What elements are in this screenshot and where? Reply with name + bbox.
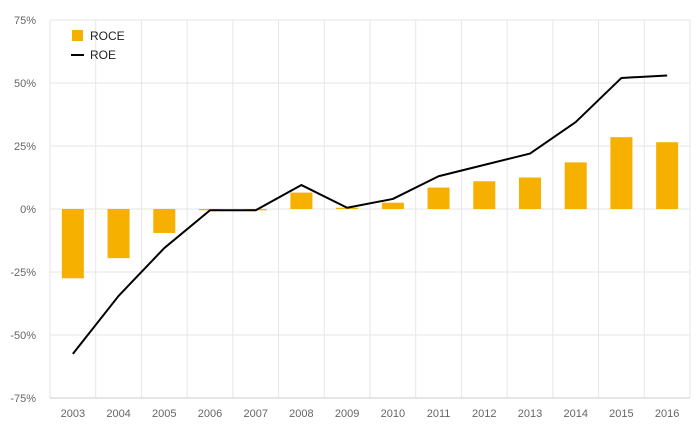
x-tick-label: 2013: [518, 408, 542, 420]
roce-bar: [610, 137, 633, 209]
x-tick-label: 2007: [243, 408, 267, 420]
roce-bar: [427, 187, 450, 209]
x-tick-label: 2016: [655, 408, 679, 420]
x-tick-label: 2011: [427, 408, 451, 420]
y-tick-label: -50%: [10, 330, 36, 342]
grid: [49, 19, 691, 399]
roce-bar: [61, 209, 84, 279]
x-tick-label: 2012: [472, 408, 496, 420]
y-tick-label: -25%: [10, 267, 36, 279]
legend-roce-swatch: [72, 30, 83, 41]
roce-bars: [61, 137, 679, 279]
y-tick-label: 50%: [14, 78, 36, 90]
x-tick-label: 2015: [609, 408, 633, 420]
legend-roe-label: ROE: [90, 48, 116, 62]
x-tick-label: 2010: [381, 408, 405, 420]
roe-line-group: [72, 74, 668, 355]
roe-line: [72, 74, 668, 355]
legend-roce-label: ROCE: [90, 29, 125, 43]
y-tick-label: -75%: [10, 393, 36, 405]
roce-bar: [519, 177, 541, 209]
y-tick-label: 75%: [14, 15, 36, 27]
roce-bar: [290, 192, 313, 209]
x-tick-label: 2009: [335, 408, 359, 420]
roce-bar: [153, 209, 176, 233]
x-tick-label: 2008: [289, 408, 313, 420]
y-tick-label: 0%: [20, 204, 36, 216]
roce-bar: [107, 209, 130, 259]
x-tick-label: 2006: [198, 408, 222, 420]
x-tick-label: 2004: [106, 408, 130, 420]
roce-bar: [564, 162, 587, 209]
x-tick-label: 2005: [152, 408, 176, 420]
roce-bar: [473, 181, 496, 209]
x-tick-label: 2003: [61, 408, 85, 420]
legend: ROCE ROE: [71, 29, 125, 62]
x-tick-label: 2014: [563, 408, 587, 420]
roce-bar: [381, 202, 404, 209]
roce-bar: [656, 142, 679, 209]
axes: 75% 50% 25% 0% -25% -50% -75% 2003 2004 2005 2006 2…: [10, 15, 690, 420]
y-tick-label: 25%: [14, 141, 36, 153]
